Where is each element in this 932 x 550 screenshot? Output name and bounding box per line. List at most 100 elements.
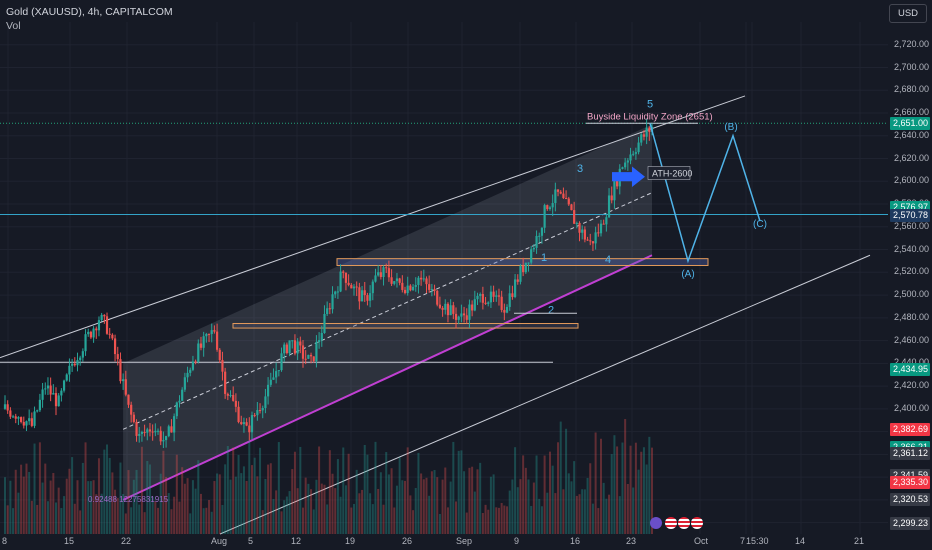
time-tick-label: 26 <box>402 536 413 546</box>
volume-label[interactable]: Vol <box>6 20 21 32</box>
volume-bar <box>173 496 176 534</box>
volume-bar <box>514 447 517 534</box>
candle-body <box>218 349 221 361</box>
time-tick-label: 16 <box>570 536 581 546</box>
candle-body <box>634 152 637 154</box>
candle-body <box>390 277 393 284</box>
candle-body <box>621 167 624 169</box>
candle-body <box>530 249 533 263</box>
projection-zigzag <box>649 123 761 264</box>
volume-bar <box>65 478 68 534</box>
volume-bar <box>430 471 433 534</box>
candle-body <box>535 235 538 248</box>
volume-bar <box>12 508 15 534</box>
volume-bar <box>250 465 253 534</box>
candle-body <box>318 340 321 342</box>
candle-body <box>492 291 495 297</box>
channel-support-line <box>122 254 653 501</box>
candle-body <box>312 356 315 362</box>
candle-body <box>607 195 611 218</box>
us-flag-event-icon[interactable] <box>691 517 703 529</box>
candle-body <box>366 295 369 301</box>
volume-bar <box>339 496 342 534</box>
volume-bar <box>106 444 109 534</box>
volume-bar <box>344 485 347 534</box>
candle-body <box>513 279 517 297</box>
volume-bar <box>20 464 23 534</box>
buyside-zone-label: Buyside Liquidity Zone (2651) <box>587 111 713 122</box>
us-flag-event-icon[interactable] <box>665 517 677 529</box>
volume-bar <box>68 468 71 534</box>
candle-body <box>487 302 490 304</box>
volume-bar <box>22 476 25 534</box>
candle-body <box>615 178 619 187</box>
candle-body <box>272 377 275 380</box>
candle-body <box>280 353 283 371</box>
price-tag: 2,299.23 <box>890 517 930 531</box>
channel-midline <box>122 192 653 430</box>
candle-body <box>334 291 337 295</box>
price-tick-label: 2,540.00 <box>894 243 930 254</box>
volume-bar <box>484 504 487 534</box>
volume-bar <box>599 438 602 534</box>
candle-body <box>127 394 130 405</box>
time-tick-label: Oct <box>694 536 709 546</box>
candle-body <box>449 305 452 316</box>
us-flag-event-icon[interactable] <box>678 517 690 529</box>
volume-bar <box>52 472 55 534</box>
ath-arrow-icon <box>612 166 645 187</box>
volume-bar <box>449 481 452 534</box>
volume-bar <box>471 466 474 534</box>
candle-body <box>589 240 592 242</box>
candle-body <box>38 399 42 411</box>
volume-bar <box>334 488 337 534</box>
candle-body <box>116 354 119 360</box>
volume-bar <box>420 473 423 534</box>
volume-bar <box>248 441 251 534</box>
candle-body <box>49 385 52 395</box>
candle-body <box>33 411 36 426</box>
candle-body <box>54 393 58 407</box>
candle-body <box>626 160 629 163</box>
currency-button[interactable]: USD <box>889 4 927 23</box>
candle-body <box>202 336 205 348</box>
volume-bar <box>548 451 551 534</box>
volume-bar <box>326 504 329 534</box>
candle-body <box>562 193 565 199</box>
time-tick-label: Aug <box>211 536 228 546</box>
symbol-title[interactable]: Gold (XAUUSD), 4h, CAPITALCOM <box>6 6 173 18</box>
candle-body <box>186 372 189 378</box>
candle-body <box>256 410 259 416</box>
candle-body <box>17 417 20 419</box>
candle-body <box>226 393 229 396</box>
volume-bar <box>452 441 455 534</box>
volume-bar <box>328 450 331 534</box>
candle-body <box>57 395 60 407</box>
volume-bar <box>506 506 509 534</box>
volume-bar <box>264 478 267 534</box>
volume-bar <box>425 477 428 534</box>
volume-bar <box>256 476 259 534</box>
candle-body <box>387 268 391 278</box>
volume-bar <box>245 480 248 534</box>
volume-bar <box>181 467 184 534</box>
volume-bar <box>124 513 127 534</box>
price-tick-label: 2,520.00 <box>894 266 930 277</box>
candle-body <box>130 404 133 415</box>
candle-body <box>505 306 509 313</box>
volume-bar <box>178 501 181 534</box>
volume-bar <box>532 482 535 534</box>
candle-body <box>559 191 562 194</box>
price-tick-label: 2,440.00 <box>894 357 929 367</box>
volume-bar <box>369 493 372 534</box>
volume-bar <box>524 467 527 534</box>
candle-body <box>377 272 380 276</box>
candle-body <box>369 293 372 301</box>
volume-bar <box>618 496 621 534</box>
lightning-event-icon[interactable] <box>650 517 662 529</box>
candle-body <box>205 333 208 337</box>
volume-bar <box>57 487 60 534</box>
volume-bar <box>393 507 396 534</box>
time-tick-label: 15 <box>64 536 75 546</box>
